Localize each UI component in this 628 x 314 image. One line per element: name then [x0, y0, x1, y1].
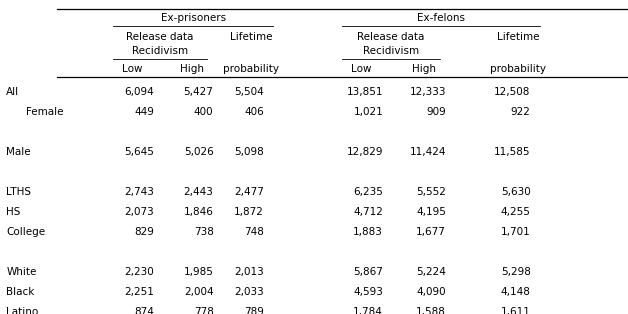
Text: LTHS: LTHS: [6, 187, 31, 197]
Text: 5,098: 5,098: [234, 147, 264, 157]
Text: Low: Low: [351, 64, 371, 74]
Text: 922: 922: [511, 107, 531, 117]
Text: HS: HS: [6, 207, 21, 217]
Text: 1,701: 1,701: [501, 227, 531, 237]
Text: Recidivism: Recidivism: [132, 46, 188, 56]
Text: 5,427: 5,427: [183, 87, 214, 97]
Text: 909: 909: [426, 107, 446, 117]
Text: Lifetime: Lifetime: [497, 32, 539, 42]
Text: probability: probability: [223, 64, 279, 74]
Text: 4,090: 4,090: [416, 287, 446, 297]
Text: 1,588: 1,588: [416, 307, 446, 314]
Text: 12,508: 12,508: [494, 87, 531, 97]
Text: High: High: [180, 64, 203, 74]
Text: 2,743: 2,743: [124, 187, 154, 197]
Text: White: White: [6, 267, 36, 277]
Text: 1,784: 1,784: [353, 307, 383, 314]
Text: 5,552: 5,552: [416, 187, 446, 197]
Text: 2,033: 2,033: [234, 287, 264, 297]
Text: 829: 829: [134, 227, 154, 237]
Text: Male: Male: [6, 147, 31, 157]
Text: 5,867: 5,867: [353, 267, 383, 277]
Text: Black: Black: [6, 287, 35, 297]
Text: 1,872: 1,872: [234, 207, 264, 217]
Text: 778: 778: [193, 307, 214, 314]
Text: 748: 748: [244, 227, 264, 237]
Text: 1,021: 1,021: [354, 107, 383, 117]
Text: 4,593: 4,593: [353, 287, 383, 297]
Text: 2,443: 2,443: [183, 187, 214, 197]
Text: 12,333: 12,333: [409, 87, 446, 97]
Text: 5,026: 5,026: [184, 147, 214, 157]
Text: 6,235: 6,235: [353, 187, 383, 197]
Text: 5,645: 5,645: [124, 147, 154, 157]
Text: 2,230: 2,230: [124, 267, 154, 277]
Text: probability: probability: [490, 64, 546, 74]
Text: Ex-prisoners: Ex-prisoners: [161, 13, 225, 23]
Text: Ex-felons: Ex-felons: [417, 13, 465, 23]
Text: Low: Low: [122, 64, 142, 74]
Text: 5,224: 5,224: [416, 267, 446, 277]
Text: 4,255: 4,255: [501, 207, 531, 217]
Text: 789: 789: [244, 307, 264, 314]
Text: 1,677: 1,677: [416, 227, 446, 237]
Text: All: All: [6, 87, 19, 97]
Text: 1,985: 1,985: [183, 267, 214, 277]
Text: 400: 400: [194, 107, 214, 117]
Text: Female: Female: [26, 107, 64, 117]
Text: 13,851: 13,851: [347, 87, 383, 97]
Text: 11,424: 11,424: [409, 147, 446, 157]
Text: 5,630: 5,630: [501, 187, 531, 197]
Text: Latino: Latino: [6, 307, 38, 314]
Text: 2,073: 2,073: [124, 207, 154, 217]
Text: 4,148: 4,148: [501, 287, 531, 297]
Text: 1,611: 1,611: [501, 307, 531, 314]
Text: 5,298: 5,298: [501, 267, 531, 277]
Text: College: College: [6, 227, 45, 237]
Text: 4,712: 4,712: [353, 207, 383, 217]
Text: 2,477: 2,477: [234, 187, 264, 197]
Text: 1,846: 1,846: [183, 207, 214, 217]
Text: Release data: Release data: [357, 32, 425, 42]
Text: 449: 449: [134, 107, 154, 117]
Text: Recidivism: Recidivism: [363, 46, 419, 56]
Text: 2,251: 2,251: [124, 287, 154, 297]
Text: 11,585: 11,585: [494, 147, 531, 157]
Text: 12,829: 12,829: [347, 147, 383, 157]
Text: 2,004: 2,004: [184, 287, 214, 297]
Text: 874: 874: [134, 307, 154, 314]
Text: Lifetime: Lifetime: [230, 32, 273, 42]
Text: 406: 406: [244, 107, 264, 117]
Text: 738: 738: [193, 227, 214, 237]
Text: High: High: [412, 64, 436, 74]
Text: 5,504: 5,504: [234, 87, 264, 97]
Text: 6,094: 6,094: [124, 87, 154, 97]
Text: Release data: Release data: [126, 32, 194, 42]
Text: 1,883: 1,883: [353, 227, 383, 237]
Text: 4,195: 4,195: [416, 207, 446, 217]
Text: 2,013: 2,013: [234, 267, 264, 277]
